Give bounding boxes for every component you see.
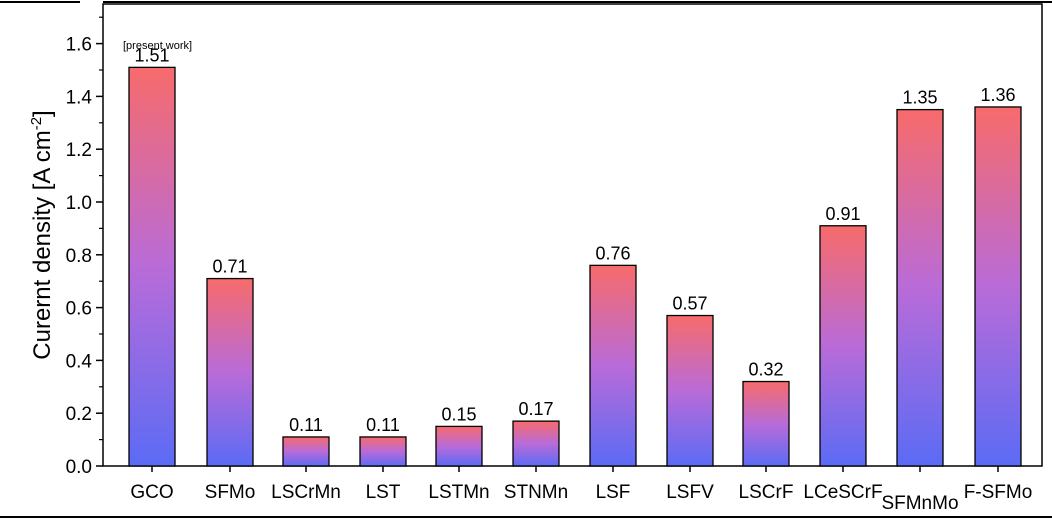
x-category-label: STNMn (504, 482, 568, 503)
bar-value-label: 1.35 (902, 88, 937, 108)
x-category-label: LSCrF (739, 482, 794, 503)
y-tick-label: 0.4 (66, 351, 93, 372)
bar (206, 277, 254, 467)
x-category-label: LSFV (666, 482, 714, 503)
y-tick-label: 0.2 (66, 404, 92, 425)
y-tick-label: 1.6 (66, 35, 92, 56)
y-tick-label: 0.8 (66, 246, 92, 267)
x-category-label: F-SFMo (964, 482, 1033, 503)
bar-value-label: 0.71 (212, 257, 247, 277)
bars-group: 1.51 0.71 0.11 0.11 0.15 0.17 0.76 0.57 0.32 0.91… (128, 45, 1022, 467)
bar (128, 66, 176, 467)
bar (435, 425, 483, 467)
bar (512, 420, 560, 467)
bar (896, 108, 944, 467)
bar (974, 106, 1022, 467)
bar (589, 264, 637, 467)
y-tick-label: 1.0 (66, 193, 92, 214)
plot-frame (102, 3, 1043, 467)
x-category-label: LCeSCrF (803, 482, 882, 503)
x-category-label: LST (366, 482, 401, 503)
x-category-label: LSF (596, 482, 631, 503)
bar-value-label: 0.11 (366, 415, 400, 435)
bar (282, 436, 330, 467)
bar (819, 225, 867, 467)
bar-value-label: 1.36 (980, 85, 1015, 105)
present-work-annotation: [present work] (123, 40, 192, 52)
x-category-label: SFMnMo (881, 493, 958, 514)
bar (742, 380, 790, 467)
y-axis-label: Curernt density [A cm-2] (28, 110, 56, 359)
bar-value-label: 0.15 (441, 404, 476, 424)
x-category-label: SFMo (205, 482, 256, 503)
bar-value-label: 0.91 (825, 204, 860, 224)
x-axis: GCO SFMo LSCrMn LST LSTMn STNMn LSF LSFV LSCrF LC… (130, 466, 1032, 514)
bar (359, 436, 407, 467)
y-axis-label-superscript: -2 (28, 117, 45, 130)
x-category-label: GCO (130, 482, 173, 503)
y-tick-label: 1.4 (66, 87, 93, 108)
bar-value-label: 0.17 (518, 399, 553, 419)
bar (666, 314, 714, 467)
bar-value-label: 0.76 (595, 243, 630, 263)
y-axis-label-suffix: ] (29, 110, 56, 117)
bar-value-label: 1.51 (134, 45, 169, 65)
bar-value-label: 0.32 (748, 360, 783, 380)
x-category-label: LSTMn (428, 482, 489, 503)
bar-value-label: 0.57 (672, 294, 707, 314)
y-axis-label-main: Curernt density [A cm (29, 130, 56, 359)
bar-value-label: 0.11 (289, 415, 323, 435)
y-axis: 0.0 0.2 0.4 0.6 0.8 1.0 1.2 1.4 1.6 (66, 16, 103, 478)
x-category-label: LSCrMn (271, 482, 341, 503)
y-tick-label: 0.6 (66, 299, 92, 320)
y-tick-label: 1.2 (66, 140, 92, 161)
y-tick-label: 0.0 (66, 457, 92, 478)
